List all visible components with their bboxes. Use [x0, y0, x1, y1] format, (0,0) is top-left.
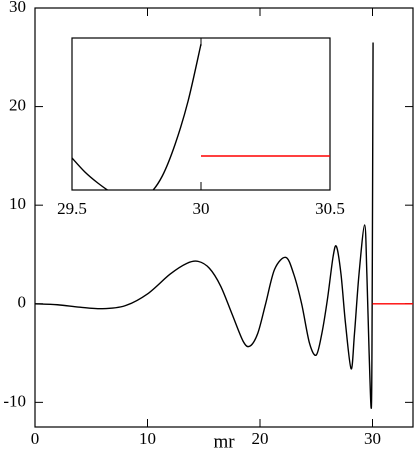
x-tick-label: 0: [31, 429, 40, 448]
x-tick-label: 30: [193, 199, 210, 218]
data-line: [72, 43, 202, 190]
plot-frame: [71, 37, 331, 191]
x-tick-label: 10: [139, 429, 156, 448]
y-tick-label: -10: [3, 391, 26, 410]
y-tick-label: 20: [9, 95, 26, 114]
x-tick-label: 30.5: [315, 199, 345, 218]
x-tick-label: 30: [364, 429, 381, 448]
y-tick-label: 30: [9, 0, 26, 16]
x-tick-label: 20: [252, 429, 269, 448]
data-line: [35, 42, 374, 409]
y-tick-label: 0: [18, 293, 27, 312]
x-axis-label: mr: [213, 431, 235, 452]
y-tick-label: 10: [9, 194, 26, 213]
x-tick-label: 29.5: [57, 199, 87, 218]
